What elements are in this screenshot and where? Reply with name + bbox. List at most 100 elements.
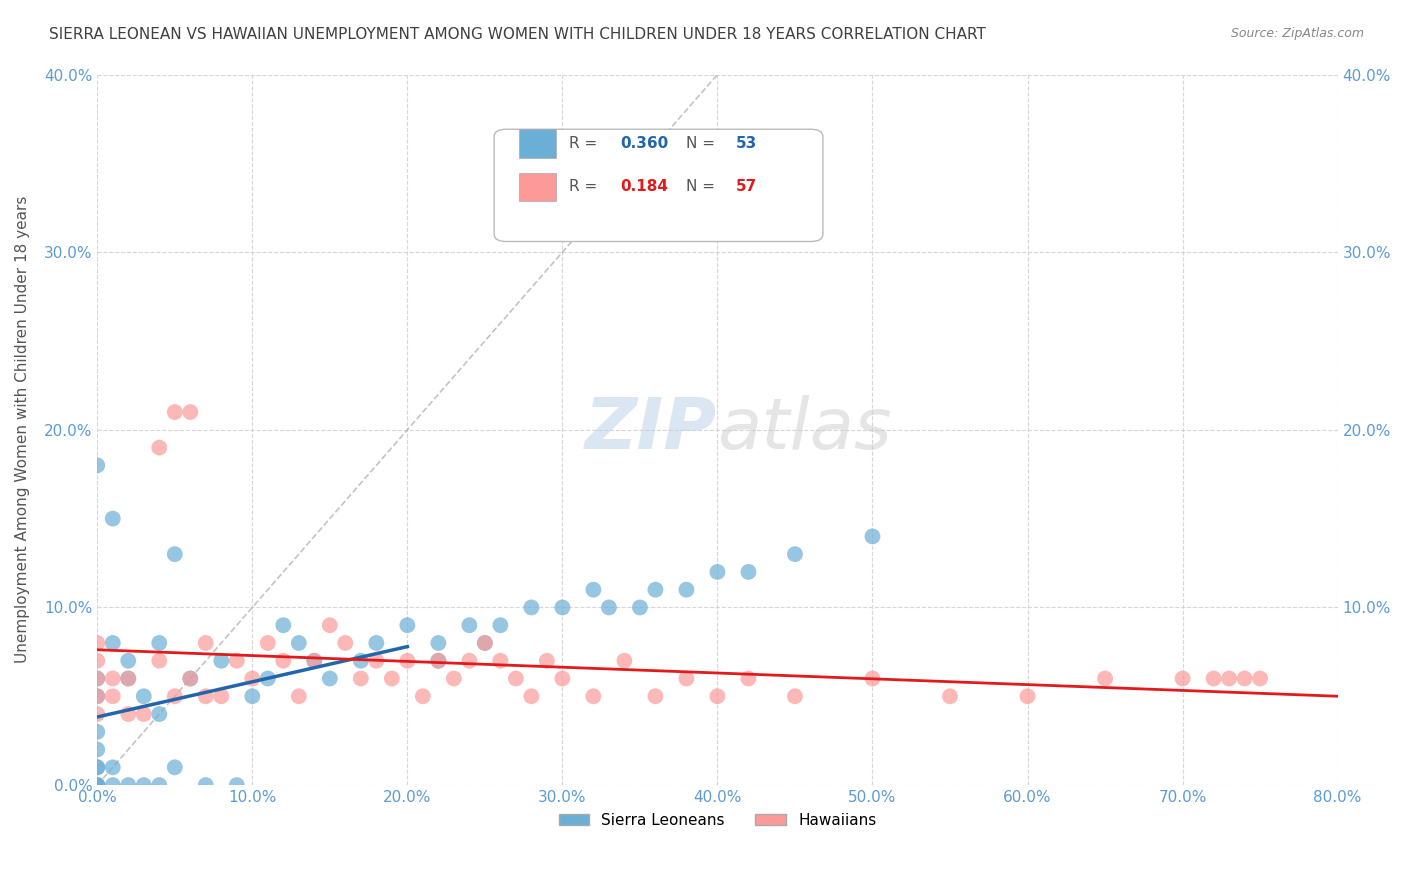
Point xyxy=(117,706,139,721)
Point xyxy=(288,690,311,704)
Y-axis label: Unemployment Among Women with Children Under 18 years: Unemployment Among Women with Children U… xyxy=(15,196,30,664)
Point xyxy=(209,690,232,704)
Point xyxy=(225,654,247,668)
Point xyxy=(489,618,512,632)
Text: N =: N = xyxy=(686,136,716,151)
Point xyxy=(366,654,388,668)
Text: ZIP: ZIP xyxy=(585,395,717,465)
Text: R =: R = xyxy=(568,179,598,194)
Point xyxy=(551,600,574,615)
Point xyxy=(458,618,481,632)
Point xyxy=(443,672,465,686)
Text: 57: 57 xyxy=(737,179,758,194)
Point xyxy=(412,690,434,704)
Point xyxy=(163,405,186,419)
Point xyxy=(396,618,419,632)
Point xyxy=(319,618,342,632)
Point xyxy=(86,672,108,686)
Point xyxy=(644,690,666,704)
Point xyxy=(350,654,373,668)
Point xyxy=(148,706,170,721)
Point xyxy=(737,672,759,686)
Point xyxy=(304,654,326,668)
Point xyxy=(256,672,278,686)
Point xyxy=(271,654,294,668)
Point xyxy=(304,654,326,668)
Point xyxy=(675,582,697,597)
Point xyxy=(194,778,217,792)
Point xyxy=(271,618,294,632)
Point xyxy=(179,405,201,419)
Point xyxy=(520,600,543,615)
Point xyxy=(101,511,124,525)
Point xyxy=(240,672,263,686)
Point xyxy=(458,654,481,668)
Point xyxy=(86,458,108,473)
FancyBboxPatch shape xyxy=(494,129,823,242)
Point xyxy=(86,706,108,721)
Point xyxy=(582,690,605,704)
Point xyxy=(163,690,186,704)
Point xyxy=(644,582,666,597)
Point xyxy=(179,672,201,686)
Point xyxy=(132,690,155,704)
Point xyxy=(737,565,759,579)
Legend: Sierra Leoneans, Hawaiians: Sierra Leoneans, Hawaiians xyxy=(553,807,883,834)
Point xyxy=(194,690,217,704)
Point xyxy=(862,529,884,543)
Point xyxy=(117,672,139,686)
Point xyxy=(86,690,108,704)
Point xyxy=(783,547,806,561)
Point xyxy=(1233,672,1256,686)
Point xyxy=(427,636,450,650)
Point xyxy=(582,582,605,597)
Point xyxy=(319,672,342,686)
Point xyxy=(396,654,419,668)
Point xyxy=(706,565,728,579)
Point xyxy=(427,654,450,668)
Point xyxy=(366,636,388,650)
Point xyxy=(505,672,527,686)
Point xyxy=(117,672,139,686)
Point xyxy=(427,654,450,668)
Point xyxy=(613,654,636,668)
Point xyxy=(598,600,620,615)
Point xyxy=(86,778,108,792)
Text: 53: 53 xyxy=(737,136,758,151)
Text: R =: R = xyxy=(568,136,598,151)
Point xyxy=(474,636,496,650)
Point xyxy=(194,636,217,650)
FancyBboxPatch shape xyxy=(519,129,557,158)
Point xyxy=(240,690,263,704)
Point xyxy=(101,690,124,704)
Text: 0.360: 0.360 xyxy=(620,136,669,151)
Point xyxy=(862,672,884,686)
Point xyxy=(628,600,651,615)
Point xyxy=(536,654,558,668)
Point xyxy=(209,654,232,668)
Point xyxy=(1202,672,1225,686)
FancyBboxPatch shape xyxy=(519,172,557,201)
Point xyxy=(86,654,108,668)
Point xyxy=(86,636,108,650)
Point xyxy=(117,654,139,668)
Point xyxy=(474,636,496,650)
Point xyxy=(939,690,962,704)
Point xyxy=(381,672,404,686)
Point xyxy=(86,672,108,686)
Point xyxy=(86,690,108,704)
Point xyxy=(148,778,170,792)
Point xyxy=(1218,672,1240,686)
Point xyxy=(101,778,124,792)
Point xyxy=(163,547,186,561)
Point xyxy=(86,778,108,792)
Point xyxy=(288,636,311,650)
Point xyxy=(86,760,108,774)
Point xyxy=(520,690,543,704)
Point xyxy=(256,636,278,650)
Point xyxy=(163,760,186,774)
Point xyxy=(101,760,124,774)
Point xyxy=(132,706,155,721)
Point xyxy=(86,724,108,739)
Point xyxy=(86,742,108,756)
